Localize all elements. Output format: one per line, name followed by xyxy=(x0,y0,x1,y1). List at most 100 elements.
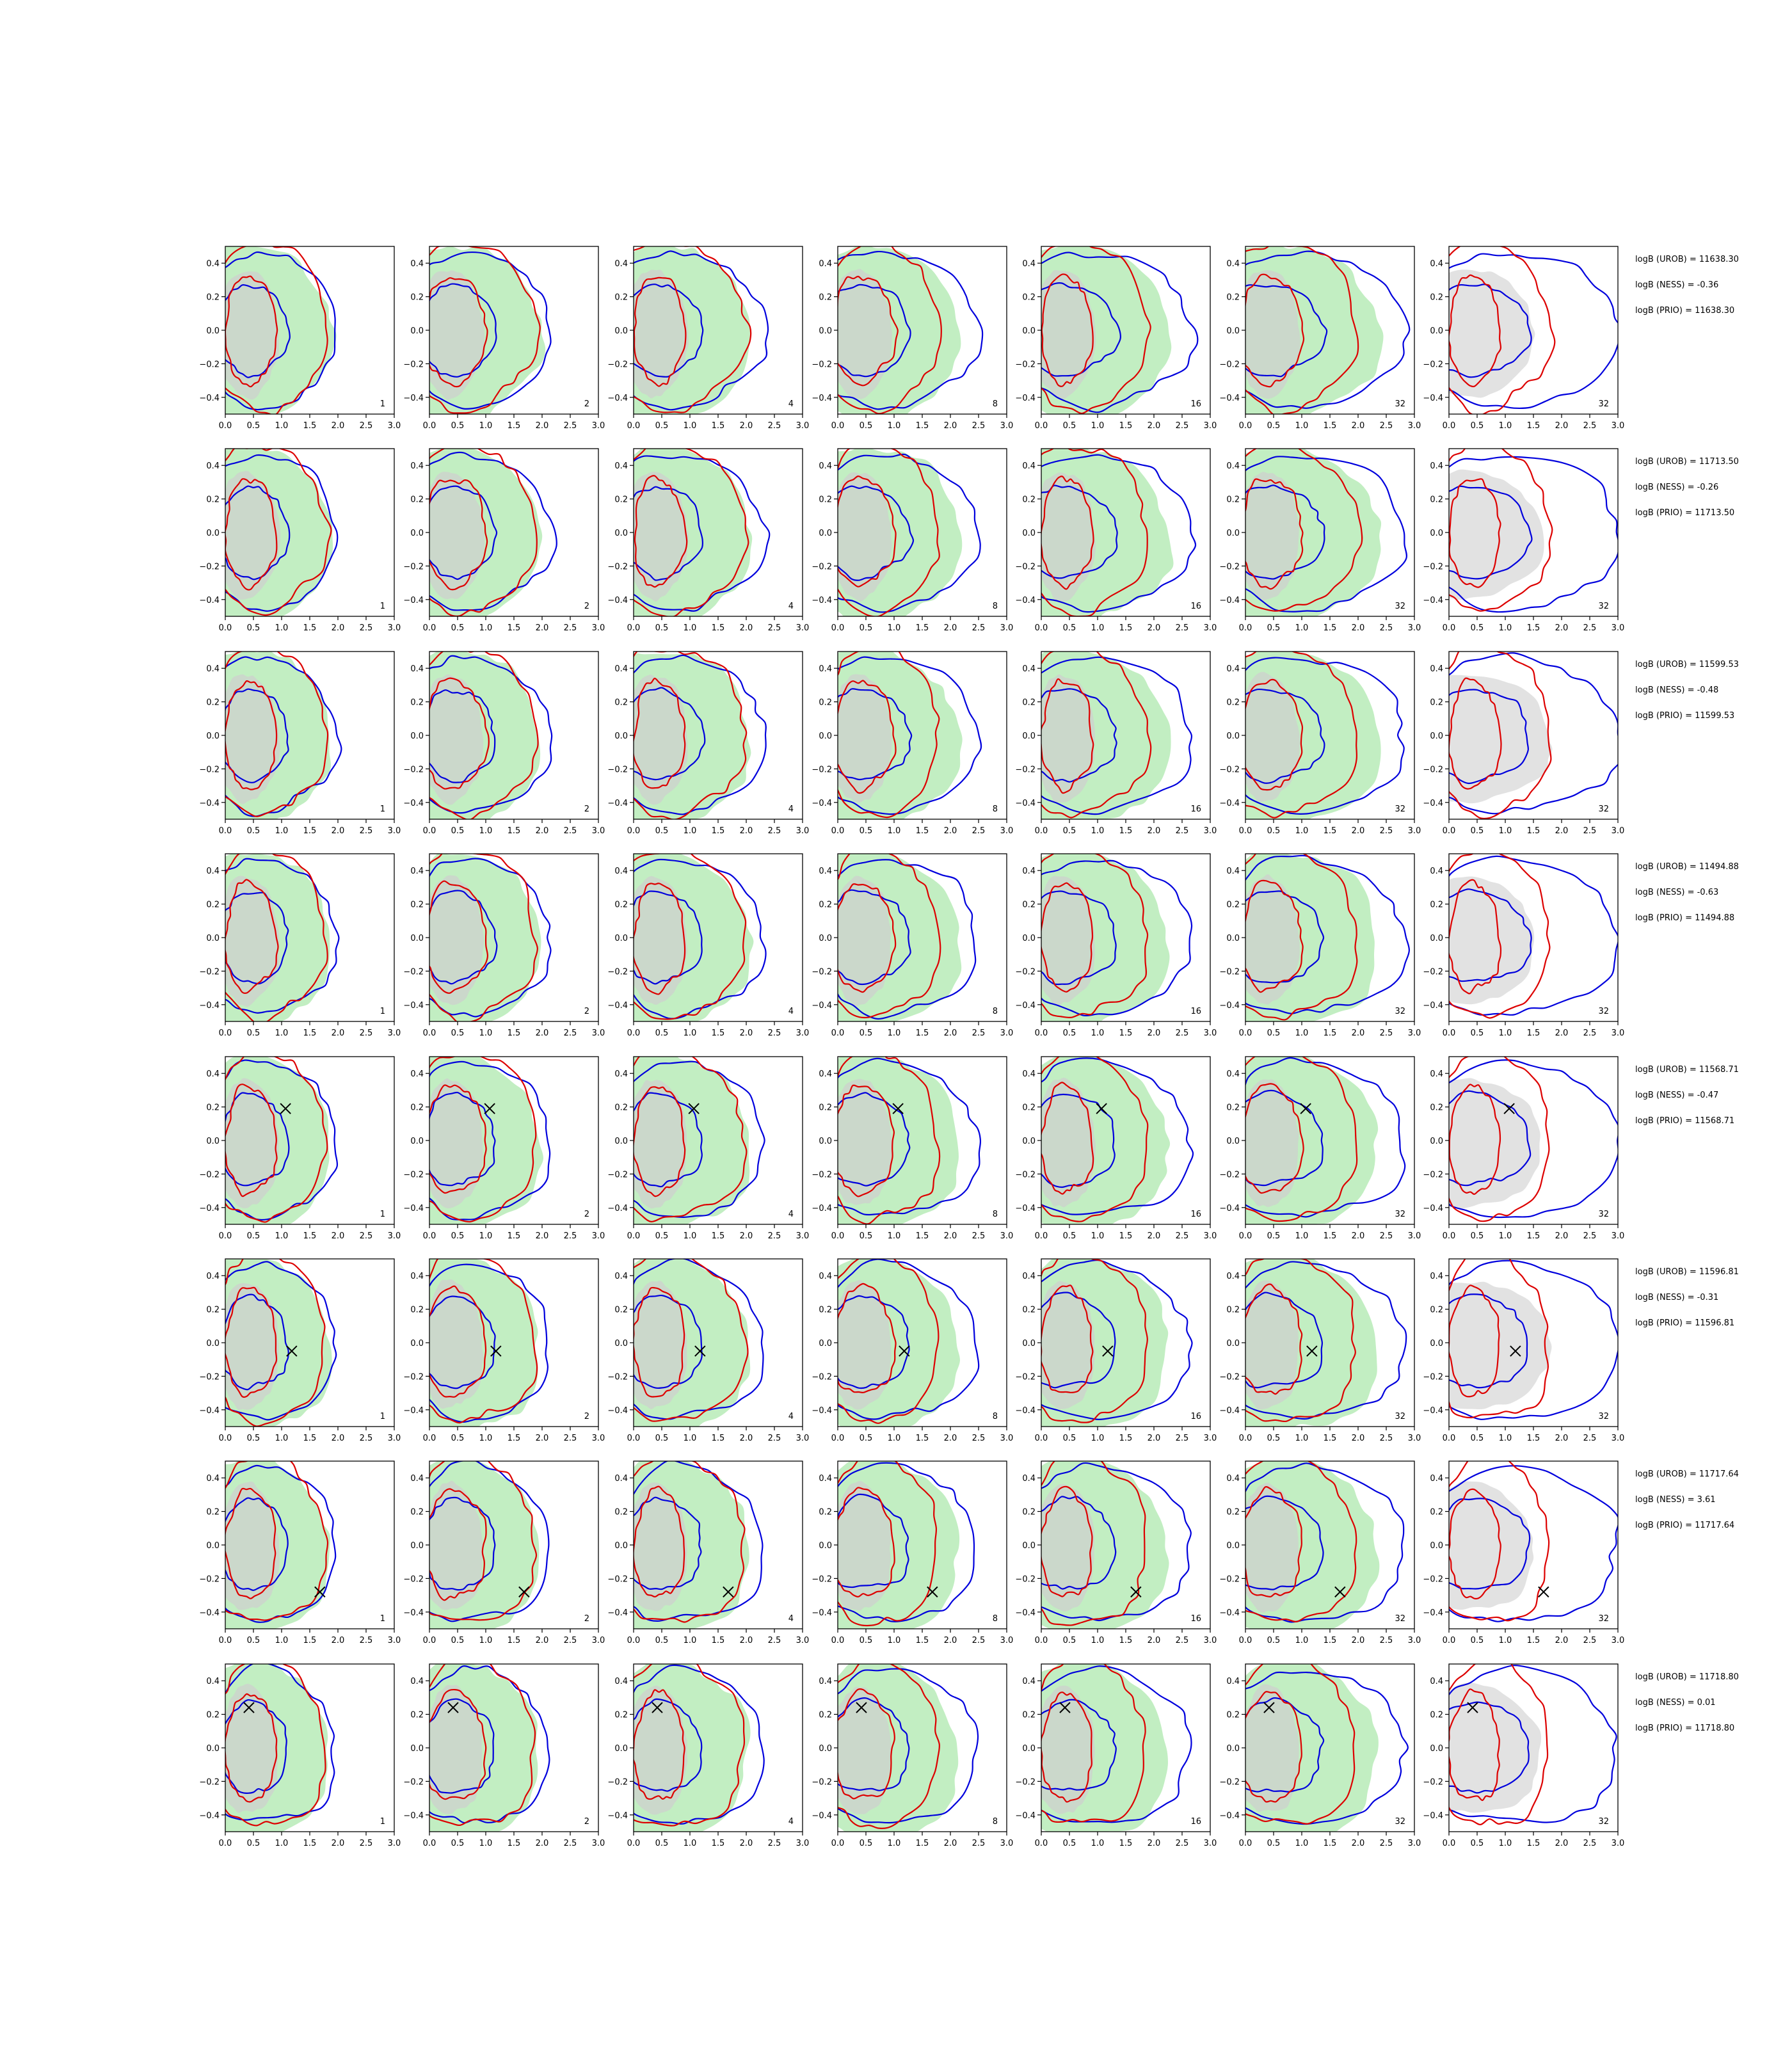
blue-inner-contour xyxy=(634,890,703,985)
red-outer-contour xyxy=(1245,1057,1358,1222)
row-stat-text: logB (PRIO) = 11568.71 xyxy=(1635,1116,1734,1126)
y-tick-label: 0.2 xyxy=(614,293,628,303)
x-tick-label: 0.5 xyxy=(655,623,669,633)
x-tick-label: 1.5 xyxy=(916,826,929,836)
y-tick-label: 0.2 xyxy=(206,698,220,708)
y-tick-label: 0.2 xyxy=(206,293,220,303)
y-tick-label: 0.2 xyxy=(1430,900,1443,910)
panel-corner-label: 16 xyxy=(1190,399,1201,409)
row-stat-text: logB (UROB) = 11638.30 xyxy=(1635,255,1739,264)
red-inner-contour xyxy=(1449,1688,1500,1802)
y-tick-label: −0.2 xyxy=(1015,1777,1036,1787)
y-tick-label: −0.4 xyxy=(1219,1811,1240,1821)
x-marker xyxy=(652,1702,663,1713)
y-tick-label: 0.4 xyxy=(819,259,832,269)
x-tick-label: 2.5 xyxy=(1176,1434,1189,1443)
x-tick-label: 1.5 xyxy=(303,421,317,431)
x-tick-label: 0.5 xyxy=(247,421,260,431)
x-tick-label: 3.0 xyxy=(388,1636,401,1645)
y-tick-label: 0.2 xyxy=(614,900,628,910)
y-tick-label: 0.4 xyxy=(1226,1474,1240,1484)
x-tick-label: 1.0 xyxy=(1295,826,1309,836)
x-tick-label: 2.0 xyxy=(332,1839,345,1848)
y-tick-label: −0.4 xyxy=(812,1204,832,1213)
filled-reference-region xyxy=(838,1280,892,1410)
panel-r3-c5: 0.0 0.5 1.0 1.5 2.0 2.5 3.0 0.4 0.2 0.0 −0.2 −0.4 16 xyxy=(1015,651,1217,836)
x-tick-label: 2.0 xyxy=(1148,1434,1161,1443)
blue-outer-contour xyxy=(1245,1671,1409,1825)
red-inner-contour xyxy=(1041,882,1094,993)
x-tick-label: 1.0 xyxy=(1091,1434,1105,1443)
y-tick-label: 0.4 xyxy=(614,461,628,471)
y-tick-label: 0.0 xyxy=(614,529,628,538)
panel-corner-label: 32 xyxy=(1395,1412,1405,1421)
y-tick-label: −0.4 xyxy=(199,1811,220,1821)
y-tick-label: 0.0 xyxy=(206,1541,220,1551)
blue-outer-contour xyxy=(1245,1057,1406,1218)
blue-outer-contour xyxy=(1449,855,1618,1016)
row-stat-text: logB (PRIO) = 11596.81 xyxy=(1635,1318,1734,1328)
blue-outer-contour xyxy=(1245,1261,1407,1420)
panel-r4-c5: 0.0 0.5 1.0 1.5 2.0 2.5 3.0 0.4 0.2 0.0 −0.2 −0.4 16 xyxy=(1015,853,1217,1038)
x-tick-label: 2.0 xyxy=(740,1434,753,1443)
y-tick-label: −0.4 xyxy=(199,394,220,403)
y-tick-label: −0.4 xyxy=(1015,1001,1036,1011)
y-tick-label: −0.4 xyxy=(1219,799,1240,808)
red-outer-contour xyxy=(1449,1057,1550,1222)
x-tick-label: 3.0 xyxy=(796,1839,810,1848)
red-outer-contour xyxy=(429,1461,538,1621)
x-tick-label: 1.5 xyxy=(1527,1636,1540,1645)
x-tick-label: 1.5 xyxy=(712,623,725,633)
x-tick-label: 1.5 xyxy=(508,826,521,836)
x-tick-label: 3.0 xyxy=(1612,826,1625,836)
y-tick-label: −0.4 xyxy=(403,1406,424,1416)
y-tick-label: 0.4 xyxy=(614,1272,628,1281)
y-tick-label: 0.0 xyxy=(206,732,220,741)
x-tick-label: 3.0 xyxy=(1204,1636,1217,1645)
x-tick-label: 2.5 xyxy=(1176,1839,1189,1848)
red-inner-contour xyxy=(838,1688,895,1800)
x-tick-label: 2.5 xyxy=(1380,826,1393,836)
x-tick-label: 1.5 xyxy=(303,826,317,836)
x-tick-label: 2.0 xyxy=(740,1839,753,1848)
blue-inner-contour xyxy=(429,689,496,783)
y-tick-label: −0.4 xyxy=(199,1001,220,1011)
y-tick-label: 0.0 xyxy=(614,1339,628,1348)
x-tick-label: 2.0 xyxy=(740,421,753,431)
y-tick-label: −0.2 xyxy=(607,1777,628,1787)
y-tick-label: 0.2 xyxy=(1022,1711,1036,1720)
red-inner-contour xyxy=(429,277,488,388)
panel-r6-c6: 0.0 0.5 1.0 1.5 2.0 2.5 3.0 0.4 0.2 0.0 −0.2 −0.4 32 xyxy=(1219,1258,1421,1443)
x-tick-label: 0.5 xyxy=(655,826,669,836)
y-tick-label: 0.0 xyxy=(614,1137,628,1146)
red-outer-contour xyxy=(225,854,328,1021)
x-tick-label: 0.5 xyxy=(860,421,873,431)
panel-r3-c7: 0.0 0.5 1.0 1.5 2.0 2.5 3.0 0.4 0.2 0.0 −0.2 −0.4 32 xyxy=(1423,651,1625,836)
x-tick-label: 0.5 xyxy=(451,1231,465,1241)
y-tick-label: 0.0 xyxy=(410,1137,424,1146)
panel-corner-label: 2 xyxy=(584,804,589,814)
y-tick-label: −0.2 xyxy=(607,1372,628,1382)
red-outer-contour xyxy=(634,652,748,819)
x-tick-label: 2.0 xyxy=(1352,1231,1365,1241)
x-tick-label: 0.5 xyxy=(247,826,260,836)
x-tick-label: 1.0 xyxy=(1295,1231,1309,1241)
x-tick-label: 3.0 xyxy=(1612,623,1625,633)
y-tick-label: −0.4 xyxy=(1219,1204,1240,1213)
y-tick-label: −0.4 xyxy=(1015,1608,1036,1618)
filled-reference-region xyxy=(1041,270,1096,399)
x-tick-label: 0.0 xyxy=(831,421,845,431)
panel-r6-c2: 0.0 0.5 1.0 1.5 2.0 2.5 3.0 0.4 0.2 0.0 −0.2 −0.4 2 xyxy=(403,1258,605,1443)
x-tick-label: 3.0 xyxy=(388,421,401,431)
row-stat-text: logB (UROB) = 11713.50 xyxy=(1635,457,1739,467)
panel-r4-c6: 0.0 0.5 1.0 1.5 2.0 2.5 3.0 0.4 0.2 0.0 −0.2 −0.4 32 xyxy=(1219,853,1421,1038)
x-tick-label: 2.5 xyxy=(1583,421,1597,431)
x-tick-label: 0.0 xyxy=(1443,1839,1456,1848)
panel-corner-label: 32 xyxy=(1598,602,1609,611)
y-tick-label: 0.4 xyxy=(206,1677,220,1686)
x-marker xyxy=(286,1345,298,1357)
y-tick-label: 0.0 xyxy=(1430,529,1443,538)
y-tick-label: 0.0 xyxy=(410,1339,424,1348)
y-tick-label: −0.2 xyxy=(1423,562,1443,572)
filled-reference-region xyxy=(225,470,281,600)
